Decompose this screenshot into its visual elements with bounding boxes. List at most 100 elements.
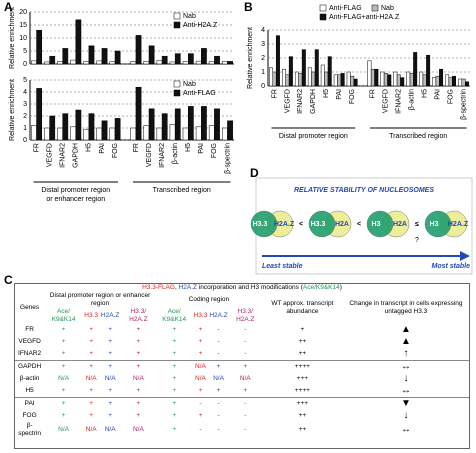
x-tick-label: GAPDH [310,89,317,114]
histone-label: H3.3 [311,221,326,228]
cell: ↓ [403,373,409,384]
bar [135,86,142,141]
cell: N/A [58,375,69,382]
cell: - [244,326,247,333]
y-tick-label: 4 [261,27,265,34]
x-tick-label: IFNAR2 [396,89,403,114]
subheader: Ace/ K9&K14 [51,308,76,323]
title-part: , [174,284,179,291]
legend-label: Nab [183,13,196,20]
legend-swatch [173,21,181,29]
bar [214,55,220,65]
bar [114,50,121,65]
bar [432,77,437,87]
bar [409,73,414,87]
cell: + [172,326,177,333]
y-axis-label: Relative enrichment [9,79,16,141]
cell: + [136,363,141,370]
cell: + [89,363,94,370]
relation: ≤ [415,221,419,228]
bar [340,73,345,87]
subheader: H2A.Z [209,312,228,319]
cell: ++ [298,350,307,357]
bar [44,61,50,65]
y-tick-label: 3 [261,41,265,48]
cell: N/A [195,375,206,382]
bar [406,71,411,87]
y-axis-label: Relative enrichment [9,7,16,69]
x-tick-label: IFNAR2 [60,143,67,168]
table-panel: H3.3-FLAG, H2A.Z incorporation and H3 mo… [14,283,470,449]
header-row: Genes Distal promoter region or enhancer … [15,292,469,315]
bar [174,53,181,65]
cell: + [136,387,141,394]
y-tick-label: 15 [19,22,27,29]
title-part: H3.3-FLAG [142,284,175,291]
bar [31,60,37,65]
subheader-row: Ace/ K9&K14 H3.3 H2A.Z H3.3/ H2A.Z Ace/ K9&K… [15,308,469,324]
row: β-actin N/A N/A N/A N/A + N/A N/A N/A +++ ↓ [15,373,469,385]
x-tick-label: IFNAR2 [159,143,166,168]
row: β-spectrin N/A N/A N/A N/A + - - - ++ ↔ [15,422,469,438]
cell: + [198,338,203,345]
bar [143,125,150,141]
bar [422,74,427,87]
cell: - [244,400,247,407]
x-tick-label: FOG [349,89,356,104]
bar [148,45,155,65]
cell: + [61,400,66,407]
cell: - [244,426,247,433]
subheader: H3.3/ H2A.Z [236,308,255,323]
legend-label: Anti-H2A.Z [183,22,218,29]
legend-label: Anti-FLAG [183,90,216,97]
cell: IFNAR2 [18,350,42,357]
cell: N/A [104,426,116,433]
bar [346,71,351,87]
change-header: Change in transcript in cells expressing… [349,300,463,315]
x-tick-label: H5 [422,89,429,98]
cell: + [136,326,141,333]
cell: + [61,412,66,419]
y-tick-label: 2 [261,55,265,62]
arrow-head [460,251,470,261]
histone-left [250,210,278,238]
cell: N/A [132,375,144,382]
cell: + [136,338,141,345]
bar [187,53,194,65]
title-part: Ace/K9&K14 [302,284,340,291]
bar [272,71,277,87]
bar [307,67,312,87]
x-tick-label: IFNAR2 [297,89,304,114]
cell: ++ [298,426,307,433]
panel-label: D [250,166,259,180]
cell: - [217,338,220,345]
histone-left [308,210,336,238]
region-label: Distal promoter region [279,133,348,140]
cell: ↔ [400,385,411,396]
cell: β-actin [19,375,40,382]
bar [70,126,77,141]
bar [169,124,176,141]
histone-left [366,210,394,238]
histone-label: H2A [393,221,407,228]
bar [83,128,90,141]
cell: + [216,363,221,370]
y-tick-label: 0 [23,137,27,144]
region-label: Distal promoter region or enhancer region [41,187,110,203]
x-tick-label: FR [370,89,377,98]
cell: + [89,400,94,407]
x-tick-label: FR [33,143,40,152]
bar [130,61,137,65]
bar [169,61,176,65]
cell: + [108,387,113,394]
cell: ↔ [400,424,411,435]
cell: + [61,363,66,370]
cell: + [216,387,221,394]
cell: N/A [58,426,69,433]
cell: N/A [213,375,224,382]
bar [214,108,220,141]
bar [419,71,424,87]
legend-swatch [319,4,327,12]
